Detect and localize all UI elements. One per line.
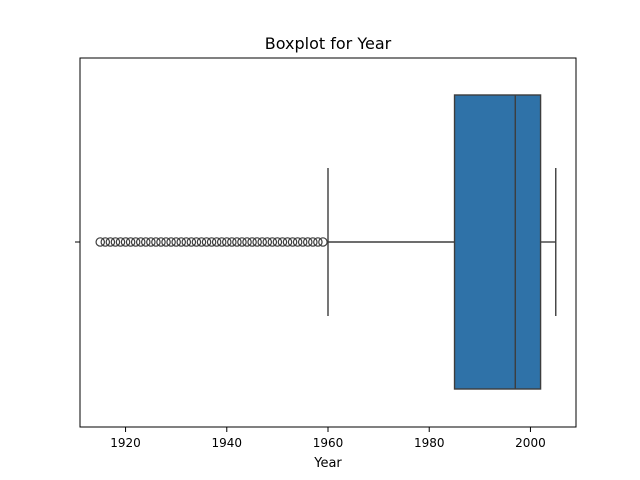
outlier-point bbox=[232, 237, 242, 247]
outlier-point bbox=[156, 237, 166, 247]
outlier-point bbox=[282, 237, 293, 247]
outlier-point bbox=[221, 237, 232, 247]
x-axis-ticks: 1920 1940 1960 1980 2000 bbox=[110, 427, 546, 450]
outlier-point bbox=[257, 237, 268, 247]
outlier-point bbox=[247, 237, 257, 247]
outlier-point bbox=[166, 237, 176, 247]
outlier-point bbox=[252, 237, 262, 247]
outlier-point bbox=[100, 237, 111, 247]
outlier-point bbox=[287, 237, 298, 247]
outlier-point bbox=[262, 237, 273, 247]
outlier-point bbox=[302, 237, 313, 247]
x-axis-label: Year bbox=[313, 456, 342, 471]
outlier-point bbox=[186, 237, 197, 247]
outlier-point bbox=[125, 237, 136, 247]
outlier-point bbox=[120, 237, 131, 247]
outlier-point bbox=[292, 237, 303, 247]
outlier-point bbox=[171, 237, 181, 247]
box-group bbox=[327, 94, 557, 390]
outlier-point bbox=[242, 237, 252, 247]
x-tick-label: 1960 bbox=[313, 436, 344, 450]
outlier-point bbox=[105, 237, 116, 247]
outlier-point bbox=[216, 237, 227, 247]
outlier-points bbox=[95, 237, 328, 247]
x-tick-label: 1940 bbox=[212, 436, 243, 450]
outlier-point bbox=[206, 237, 217, 247]
outlier-point bbox=[110, 237, 121, 247]
outlier-point bbox=[313, 237, 323, 247]
outlier-point bbox=[227, 237, 237, 247]
outlier-point bbox=[201, 237, 212, 247]
outlier-point bbox=[196, 237, 207, 247]
outlier-point bbox=[272, 237, 283, 247]
outlier-point bbox=[151, 237, 161, 247]
outlier-point bbox=[135, 237, 146, 247]
iqr-box bbox=[453, 94, 542, 390]
outlier-point bbox=[181, 237, 192, 247]
x-tick-label: 1920 bbox=[110, 436, 141, 450]
outlier-point bbox=[318, 237, 328, 247]
outlier-point bbox=[176, 237, 187, 247]
outlier-point bbox=[115, 237, 126, 247]
outlier-point bbox=[237, 237, 247, 247]
outlier-point bbox=[211, 237, 222, 247]
outlier-point bbox=[267, 237, 278, 247]
outlier-point bbox=[146, 237, 156, 247]
x-tick-label: 2000 bbox=[515, 436, 546, 450]
outlier-point bbox=[308, 237, 318, 247]
outlier-point bbox=[161, 237, 171, 247]
chart-title: Boxplot for Year bbox=[265, 34, 392, 53]
outlier-point bbox=[130, 237, 141, 247]
outlier-point bbox=[191, 237, 202, 247]
outlier-point bbox=[140, 237, 151, 247]
outlier-point bbox=[277, 237, 288, 247]
outlier-point bbox=[297, 237, 308, 247]
x-tick-label: 1980 bbox=[414, 436, 445, 450]
outlier-point bbox=[95, 237, 106, 247]
